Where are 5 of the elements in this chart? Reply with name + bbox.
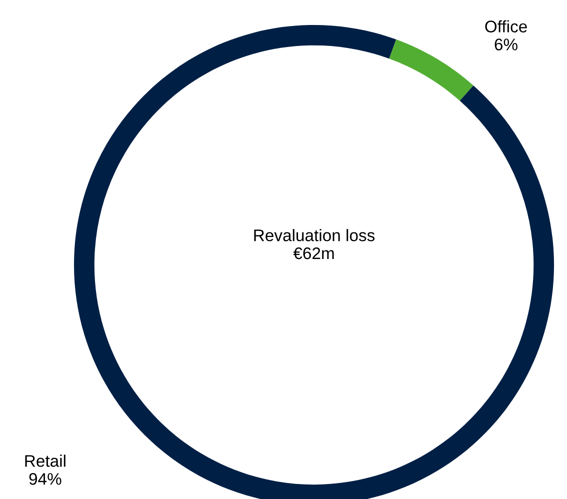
data-label: 94%: [29, 473, 62, 485]
data-label: 6%: [494, 38, 518, 50]
text: Revaluation loss €62m: [254, 229, 375, 260]
slice-label: Retail: [25, 454, 66, 467]
slice-label: Office: [485, 20, 527, 32]
